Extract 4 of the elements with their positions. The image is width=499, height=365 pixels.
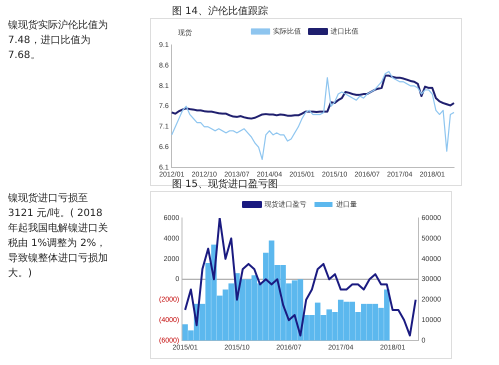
chart-title: 图 14、沪伦比值跟踪 <box>172 4 268 18</box>
text: 镍现货实际沪伦比值为 7.48，进口比值为 7.68。 <box>8 18 109 63</box>
text: 镍现货进口亏损至 3121 元/吨。( 2018 年起我国电解镍进口关税由 1%调整为 2%，导致镍整体进口亏损加大。) <box>8 192 109 281</box>
chart-title: 图 15、现货进口盈亏图 <box>172 178 278 191</box>
